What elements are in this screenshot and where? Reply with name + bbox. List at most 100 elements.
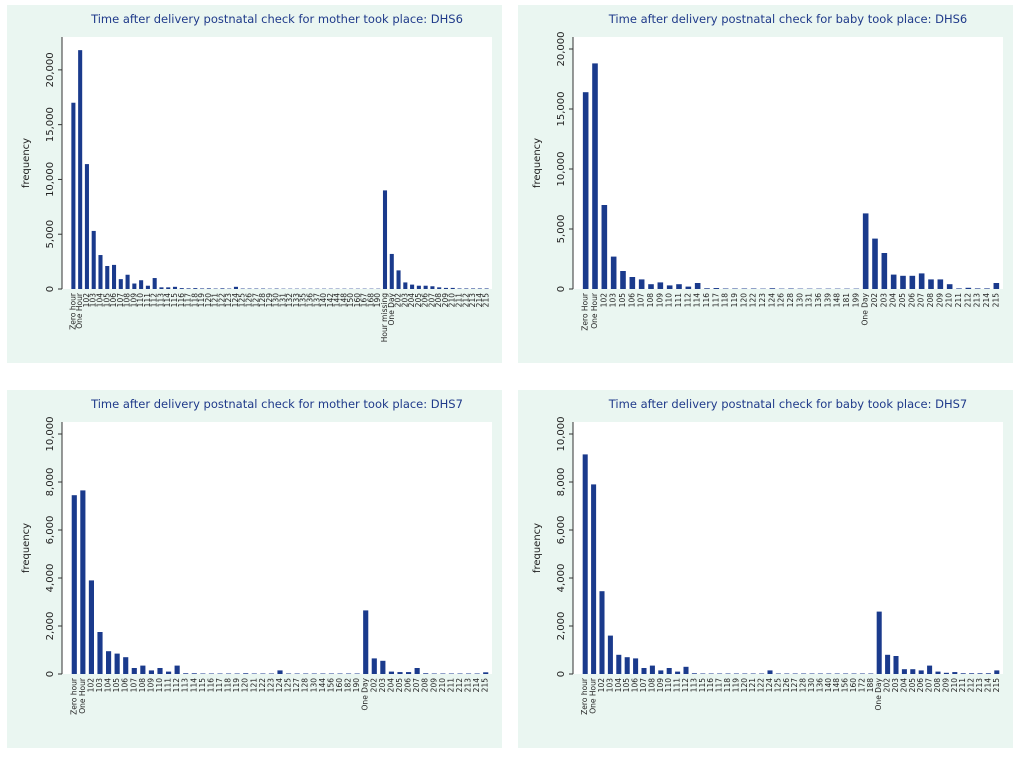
bar xyxy=(676,284,682,289)
bar xyxy=(686,287,692,289)
bar xyxy=(714,288,720,289)
x-tick-label: 181 xyxy=(842,293,851,308)
bar xyxy=(383,190,387,289)
x-tick-label: 202 xyxy=(870,293,879,308)
x-tick-label: Zero Hour xyxy=(581,292,590,331)
plot-area xyxy=(62,37,492,289)
bar xyxy=(119,279,123,289)
bar xyxy=(770,288,776,289)
bar xyxy=(220,288,224,289)
x-tick-label: 107 xyxy=(637,293,646,308)
x-tick-label: 126 xyxy=(777,293,786,308)
bar xyxy=(207,288,211,289)
y-tick-label: 6,000 xyxy=(45,516,56,545)
y-axis-label: frequency xyxy=(532,523,543,573)
chart-title: Time after delivery postnatal check for … xyxy=(608,397,967,411)
bar xyxy=(602,205,608,289)
bar xyxy=(193,288,197,289)
x-tick-label: 203 xyxy=(879,293,888,308)
bar xyxy=(977,673,982,674)
bar xyxy=(389,672,394,674)
x-tick-label: 102 xyxy=(599,293,608,308)
bar xyxy=(592,63,598,289)
y-tick-label: 2,000 xyxy=(556,612,567,641)
bar xyxy=(166,287,170,289)
x-tick-label: 199 xyxy=(851,293,860,308)
x-tick-label: 124 xyxy=(767,293,776,308)
bar xyxy=(180,288,184,289)
y-tick-label: 0 xyxy=(45,671,56,677)
bar xyxy=(956,288,962,289)
bar xyxy=(650,666,655,674)
x-tick-label: 118 xyxy=(721,293,730,308)
bar xyxy=(85,164,89,289)
bar xyxy=(893,656,898,674)
x-tick-label: 128 xyxy=(786,293,795,308)
bar xyxy=(380,661,385,674)
bar xyxy=(877,612,882,674)
y-tick-label: 0 xyxy=(556,671,567,677)
bar xyxy=(863,213,869,289)
y-tick-label: 10,000 xyxy=(45,162,56,197)
y-tick-label: 10,000 xyxy=(556,417,567,452)
x-tick-label: 105 xyxy=(618,293,627,308)
bar xyxy=(882,253,888,289)
bar xyxy=(444,288,448,289)
y-tick-label: 10,000 xyxy=(556,152,567,187)
bar xyxy=(397,270,401,289)
bar xyxy=(92,231,96,289)
y-tick-label: 15,000 xyxy=(45,107,56,142)
x-tick-label: One Hour xyxy=(590,292,599,329)
bar xyxy=(72,495,77,674)
bar xyxy=(98,255,102,289)
x-tick-label: 131 xyxy=(805,293,814,308)
x-tick-label: 114 xyxy=(693,293,702,308)
bar xyxy=(935,672,940,674)
bar xyxy=(902,669,907,674)
bar xyxy=(200,288,204,289)
y-axis-label: frequency xyxy=(21,138,32,188)
bar xyxy=(277,670,282,674)
bar xyxy=(966,288,972,289)
bar xyxy=(153,278,157,289)
bar xyxy=(975,288,981,289)
bar xyxy=(183,673,188,674)
bar xyxy=(457,288,461,289)
bar xyxy=(123,657,128,674)
x-tick-label: 110 xyxy=(665,293,674,308)
x-tick-label: 206 xyxy=(907,293,916,308)
y-tick-label: 8,000 xyxy=(45,468,56,497)
bar xyxy=(683,667,688,674)
bar xyxy=(485,288,489,289)
chart-title: Time after delivery postnatal check for … xyxy=(90,397,463,411)
bar xyxy=(471,288,475,289)
y-tick-label: 20,000 xyxy=(556,32,567,67)
bar xyxy=(938,279,944,289)
bar xyxy=(175,666,180,674)
bar xyxy=(478,288,482,289)
x-tick-label: 214 xyxy=(982,293,991,308)
y-tick-label: 4,000 xyxy=(556,564,567,593)
x-tick-label: 215 xyxy=(482,293,491,308)
bar xyxy=(927,666,932,674)
bar xyxy=(608,636,613,674)
x-tick-label: 210 xyxy=(945,293,954,308)
bar xyxy=(952,672,957,674)
bar xyxy=(464,288,468,289)
bar xyxy=(417,286,421,289)
bar xyxy=(986,673,991,674)
bar xyxy=(900,276,906,289)
chart-title: Time after delivery postnatal check for … xyxy=(608,12,967,26)
bar xyxy=(139,280,143,289)
bar xyxy=(767,670,772,674)
bar xyxy=(919,670,924,674)
x-tick-label: 212 xyxy=(963,293,972,308)
bar xyxy=(397,672,402,674)
bar xyxy=(667,668,672,674)
x-tick-label: 116 xyxy=(702,293,711,308)
bar xyxy=(363,610,368,674)
bar xyxy=(583,92,589,289)
bar xyxy=(639,279,645,289)
bar xyxy=(406,672,411,674)
